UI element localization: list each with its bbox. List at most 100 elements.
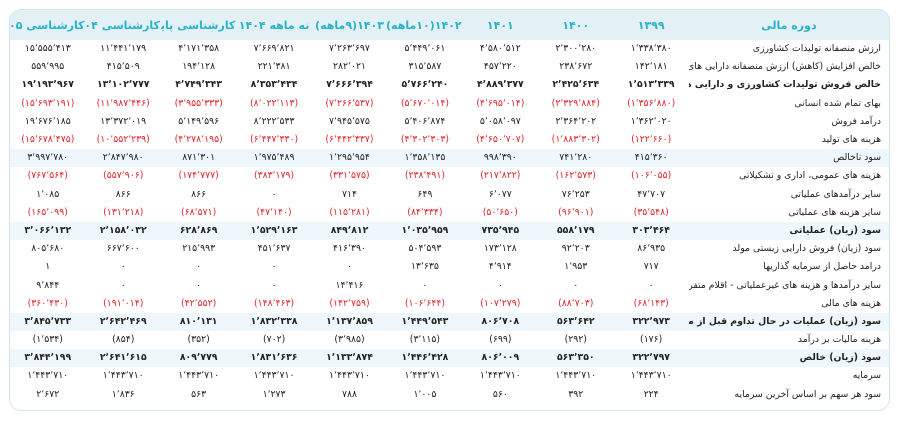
- table-cell: ۸۴۹٬۸۱۲: [330, 224, 369, 236]
- table-row: هزینه های عمومی، اداری و تشکیلاتی (۱۰۶٬۰۵…: [10, 167, 889, 185]
- table-cell: ۲۸۲٬۰۲۱: [333, 61, 366, 73]
- table-cell: ۵۵۹٬۹۹۵: [31, 61, 65, 73]
- financial-table-frame: دوره مالی ۱۳۹۹ ۱۴۰۰ ۱۴۰۱ ۱۴۰۲(۱۰ماهه) ۱۴۰۳(۹…: [9, 9, 890, 411]
- table-cell: ۱۹۴٬۱۲۸: [182, 61, 216, 73]
- table-cell: ۴۱۵٬۵۰۹: [106, 61, 140, 73]
- table-cell: ۸۰۶٬۰۰۹: [481, 352, 520, 364]
- table-cell: ۱٬۴۴۳٬۷۱۰: [102, 370, 144, 382]
- table-cell: ۱٬۴۴۶٬۴۲۸: [401, 352, 449, 364]
- table-cell: ۱٬۴۴۳٬۷۱۰: [404, 370, 446, 382]
- row-label: هزینه های مالی: [821, 297, 881, 309]
- table-cell: ۴٬۷۴۹٬۳۴۳: [175, 79, 223, 91]
- table-cell: (۱۹۱٬۰۱۴): [103, 297, 144, 309]
- table-cell: ۵٬۴۰۶٬۸۷۴: [404, 115, 446, 127]
- table-cell: ۲٬۶۴۱٬۶۱۵: [99, 352, 147, 364]
- table-cell: ۱۴۲٬۱۸۱: [634, 61, 668, 73]
- table-cell: ۴۷٬۷۰۷: [637, 188, 666, 200]
- table-cell: ۳۰۳٬۴۶۴: [632, 224, 670, 236]
- table-cell: ۴۱۵٬۳۶۰: [634, 152, 668, 164]
- table-row: درآمد فروش ۱٬۳۶۲٬۰۲۰ ۲٬۳۶۴٬۲۰۲ ۵٬۰۵۸٬۰۹۷ ۵٬۴…: [10, 113, 889, 131]
- table-cell: ۰: [271, 279, 277, 291]
- row-label: درآمد فروش: [831, 115, 881, 127]
- column-header: ۱۴۰۳(۹ماهه): [315, 18, 384, 32]
- table-cell: (۳٬۱۱۵): [409, 334, 441, 346]
- table-cell: (۱۰٬۵۵۲٬۲۳۹): [96, 134, 150, 146]
- table-cell: ۶۲۸٬۸۶۹: [179, 224, 218, 236]
- table-cell: ۵٬۰۵۸٬۰۹۷: [479, 115, 521, 127]
- table-cell: ۵٬۱۴۹٬۵۹۶: [178, 115, 220, 127]
- table-cell: ۳۲۲٬۷۹۷: [632, 352, 670, 364]
- row-label: ارزش منصفانه تولیدات کشاورزی: [752, 43, 881, 55]
- table-cell: (۶٬۴۴۲٬۳۳۷): [325, 134, 374, 146]
- column-header: کارشناسی ۱۴۰۴: [85, 18, 160, 32]
- table-row: سود (زیان) خالص ۳۲۲٬۷۹۷ ۵۶۳٬۳۵۰ ۸۰۶٬۰۰۹ ۱٬۴۴…: [10, 349, 889, 368]
- row-label: سود ناخالص: [833, 152, 881, 164]
- table-cell: (۱۴۸٬۴۶۳): [253, 297, 295, 309]
- table-cell: ۰: [648, 279, 654, 291]
- table-cell: ۱٬۸۳۱٬۶۳۶: [250, 352, 298, 364]
- table-cell: ۵۶۰: [492, 388, 508, 400]
- table-cell: ۷۶٬۲۵۳: [561, 188, 590, 200]
- table-cell: ۳۹۲: [568, 388, 584, 400]
- table-cell: ۰: [196, 279, 202, 291]
- table-cell: ۱٬۴۴۳٬۷۱۰: [479, 370, 521, 382]
- table-cell: (۵۵۷٬۹۰۶): [103, 170, 144, 182]
- table-cell: ۷۴۱٬۲۸۰: [559, 152, 593, 164]
- table-cell: ۱٬۴۴۹٬۵۴۳: [401, 315, 449, 327]
- row-label: سود هر سهم بر اساس آخرین سرمایه: [734, 388, 881, 400]
- table-cell: ۱٬۸۳۲٬۳۳۸: [250, 315, 298, 327]
- table-cell: ۱۹٬۱۹۳٬۹۶۷: [21, 79, 74, 91]
- table-cell: (۱۰۶٬۶۴۴): [404, 297, 446, 309]
- table-cell: (۴٬۲۷۸٬۱۹۵): [174, 134, 223, 146]
- table-cell: ۱۵٬۵۵۵٬۴۱۳: [24, 43, 71, 55]
- table-cell: (۴٬۶۹۵٬۰۱۴): [476, 97, 525, 109]
- table-cell: ۶۶۷٬۶۰۰: [106, 243, 140, 255]
- table-cell: (۱۶۵٬۰۹۹): [27, 206, 68, 218]
- table-cell: ۷۸۸: [342, 388, 357, 400]
- table-cell: ۱٬۳۵۸٬۱۳۵: [404, 152, 446, 164]
- table-cell: ۰: [120, 261, 126, 273]
- table-cell: ۱٬۰۳۵٬۹۵۹: [401, 224, 449, 236]
- table-cell: ۸۱۰٬۱۳۱: [179, 315, 218, 327]
- table-cell: ۳۱۵٬۵۸۷: [408, 61, 442, 73]
- table-cell: ۱۳٬۱۰۲٬۷۷۷: [96, 79, 150, 91]
- table-cell: ۱٬۱۳۳٬۸۷۴: [326, 352, 373, 364]
- table-cell: ۰: [271, 188, 277, 200]
- table-cell: ۴۵۱٬۶۳۷: [257, 243, 291, 255]
- table-row: سایر هزینه های عملیاتی (۳۵٬۵۴۸) (۹۶٬۹۰۱) (۵…: [10, 204, 889, 222]
- table-cell: ۱۱٬۴۴۱٬۱۷۹: [100, 43, 147, 55]
- table-cell: ۲۲۱٬۳۸۱: [257, 61, 291, 73]
- table-row: سود ناخالص ۴۱۵٬۳۶۰ ۷۴۱٬۲۸۰ ۹۹۸٬۳۹۰ ۱٬۳۵۸٬۱۳۵…: [10, 149, 889, 168]
- table-cell: ۰: [497, 279, 503, 291]
- table-cell: ۵۶۳٬۶۴۲: [556, 315, 595, 327]
- table-cell: ۱٬۰۰۵: [413, 388, 437, 400]
- table-cell: (۱۵٬۶۷۸٬۴۷۵): [21, 134, 75, 146]
- table-cell: ۳٬۸۴۴٬۱۹۹: [24, 352, 72, 364]
- table-cell: (۱٬۵۳۴): [32, 334, 63, 346]
- table-cell: (۱۰۷٬۲۷۹): [480, 297, 521, 309]
- table-cell: ۱٬۴۴۳٬۷۱۰: [555, 370, 597, 382]
- table-cell: ۵۶۳: [191, 388, 207, 400]
- table-cell: ۷۳۵٬۹۴۵: [481, 224, 520, 236]
- table-cell: ۸۰۶٬۷۰۸: [481, 315, 520, 327]
- table-cell: (۱۵٬۶۹۳٬۱۹۱): [21, 97, 75, 109]
- table-cell: (۷۰۲): [262, 334, 286, 346]
- table-cell: ۷٬۲۶۳٬۶۹۷: [329, 43, 370, 55]
- table-cell: ۳٬۸۴۵٬۷۳۳: [24, 315, 72, 327]
- table-cell: (۲۹۲): [564, 334, 587, 346]
- table-row: سود هر سهم بر اساس آخرین سرمایه ۲۲۴ ۳۹۲ ۵۶۰…: [10, 386, 889, 404]
- row-label: هزینه مالیات بر درآمد: [797, 334, 881, 346]
- table-cell: (۱۳۱٬۲۱۸): [103, 206, 144, 218]
- table-cell: (۷۶۷٬۵۶۴): [27, 170, 68, 182]
- table-cell: ۱۳٬۳۷۲٬۰۱۹: [100, 115, 147, 127]
- table-cell: ۰: [573, 279, 579, 291]
- table-cell: (۳۳۱٬۵۷۵): [329, 170, 370, 182]
- table-cell: ۴۵۷٬۲۲۰: [483, 61, 517, 73]
- table-cell: ۱۷۳٬۱۲۸: [483, 243, 517, 255]
- income-statement-table: دوره مالی ۱۳۹۹ ۱۴۰۰ ۱۴۰۱ ۱۴۰۲(۱۰ماهه) ۱۴۰۳(۹…: [10, 10, 889, 404]
- table-cell: ۵۵۸٬۱۷۹: [556, 224, 595, 236]
- table-cell: ۱٬۰۸۵: [36, 188, 60, 200]
- table-cell: (۱٬۳۵۶٬۸۸۰): [627, 97, 676, 109]
- row-label: سود (زیان) خالص: [799, 352, 881, 364]
- table-cell: ۱۹٬۶۷۶٬۱۸۵: [24, 115, 71, 127]
